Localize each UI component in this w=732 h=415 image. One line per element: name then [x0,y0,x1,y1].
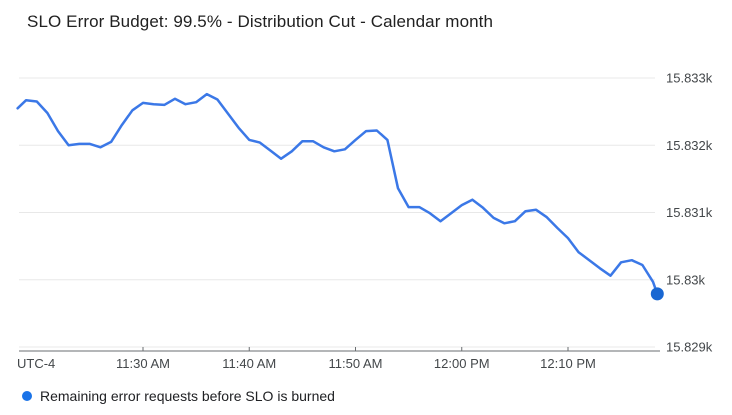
x-tick-label: 11:30 AM [116,356,170,371]
legend-series-label: Remaining error requests before SLO is b… [40,388,335,404]
legend: Remaining error requests before SLO is b… [22,388,335,404]
y-tick-label: 15.831k [666,205,713,220]
chart-title: SLO Error Budget: 99.5% - Distribution C… [27,12,494,31]
timezone-label: UTC-4 [17,356,55,371]
series-line [16,92,659,296]
x-tick-label: 12:10 PM [540,356,596,371]
x-tick-label: 11:50 AM [329,356,383,371]
legend-series-dot-icon [22,391,32,401]
series-endpoint-dot [650,287,664,301]
x-tick-label: 11:40 AM [222,356,276,371]
y-tick-label: 15.829k [666,340,713,355]
y-tick-label: 15.833k [666,71,713,86]
x-tick-label: 12:00 PM [434,356,490,371]
y-tick-label: 15.832k [666,138,713,153]
y-tick-label: 15.83k [666,272,706,287]
